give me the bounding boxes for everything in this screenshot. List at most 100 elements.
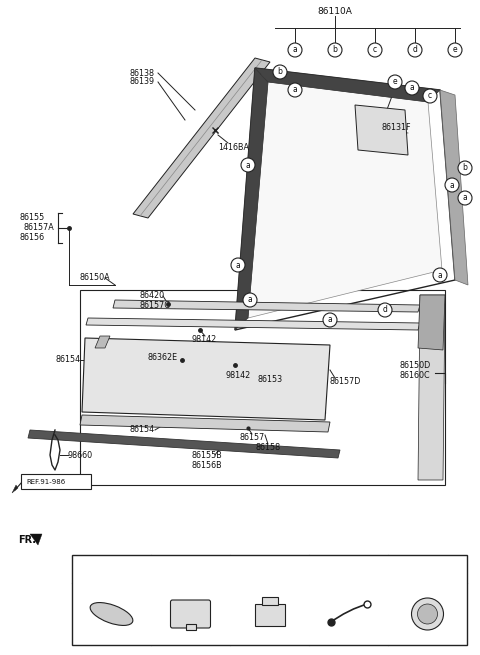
Circle shape — [156, 562, 170, 576]
Text: d: d — [413, 45, 418, 54]
Text: REF.91-986: REF.91-986 — [26, 479, 65, 485]
Polygon shape — [80, 415, 330, 432]
Text: 86362E: 86362E — [148, 354, 178, 362]
Text: 86155B: 86155B — [192, 451, 223, 460]
Bar — [185, 624, 195, 630]
Text: c: c — [373, 45, 377, 54]
Circle shape — [235, 562, 249, 576]
Text: 1416BA: 1416BA — [218, 143, 249, 153]
Bar — [80, 290, 445, 485]
Polygon shape — [248, 82, 442, 318]
FancyBboxPatch shape — [170, 600, 211, 628]
Polygon shape — [12, 485, 18, 493]
Circle shape — [323, 313, 337, 327]
Polygon shape — [95, 336, 110, 348]
Text: 86157C: 86157C — [140, 301, 171, 310]
Text: 86420: 86420 — [140, 291, 165, 301]
Bar — [72, 555, 467, 645]
Ellipse shape — [90, 603, 133, 626]
Text: FR.: FR. — [18, 535, 36, 545]
Text: a: a — [438, 271, 443, 280]
Text: a: a — [236, 261, 240, 269]
Circle shape — [458, 161, 472, 175]
Circle shape — [423, 89, 437, 103]
Polygon shape — [235, 68, 268, 330]
Text: b: b — [333, 45, 337, 54]
Circle shape — [433, 268, 447, 282]
Text: 98660: 98660 — [68, 451, 93, 460]
Text: 86156: 86156 — [20, 233, 45, 242]
Bar — [262, 597, 277, 605]
Text: 86156B: 86156B — [192, 460, 223, 470]
Text: e: e — [393, 77, 397, 86]
Polygon shape — [440, 90, 468, 285]
Polygon shape — [86, 318, 420, 330]
Text: 98142: 98142 — [225, 371, 250, 379]
Text: e: e — [453, 45, 457, 54]
Text: 86155: 86155 — [20, 214, 45, 223]
Text: e: e — [398, 565, 402, 574]
Text: 86157D: 86157D — [330, 377, 361, 386]
Text: 87864: 87864 — [173, 565, 200, 574]
Circle shape — [393, 562, 407, 576]
Bar — [254, 604, 285, 626]
Circle shape — [458, 191, 472, 205]
Circle shape — [418, 604, 437, 624]
Circle shape — [288, 83, 302, 97]
Text: 86154: 86154 — [130, 426, 155, 434]
Circle shape — [314, 562, 328, 576]
Circle shape — [241, 158, 255, 172]
Text: a: a — [463, 193, 468, 202]
FancyBboxPatch shape — [21, 474, 91, 489]
Polygon shape — [355, 105, 408, 155]
Text: 86157: 86157 — [240, 434, 265, 443]
Text: 86138: 86138 — [130, 69, 155, 77]
Text: c: c — [240, 565, 244, 574]
Text: 86115B: 86115B — [331, 565, 363, 574]
Text: 86131F: 86131F — [382, 122, 411, 132]
Text: d: d — [319, 565, 324, 574]
Text: 98142: 98142 — [192, 335, 217, 345]
Text: c: c — [428, 92, 432, 100]
Text: b: b — [277, 67, 282, 77]
Text: a: a — [293, 86, 298, 94]
Text: b: b — [161, 565, 166, 574]
Polygon shape — [113, 300, 420, 312]
Text: b: b — [463, 164, 468, 172]
Text: 86121A: 86121A — [94, 565, 126, 574]
Text: d: d — [383, 305, 387, 314]
Text: 86139: 86139 — [130, 77, 155, 86]
Text: 86150D: 86150D — [400, 360, 431, 369]
Text: a: a — [409, 83, 414, 92]
Polygon shape — [82, 338, 330, 420]
Text: 86115: 86115 — [410, 565, 436, 574]
Polygon shape — [133, 58, 270, 218]
Circle shape — [243, 293, 257, 307]
Circle shape — [408, 43, 422, 57]
Text: a: a — [450, 181, 455, 189]
Text: a: a — [328, 316, 332, 324]
Circle shape — [273, 65, 287, 79]
Circle shape — [448, 43, 462, 57]
Text: 86154: 86154 — [56, 356, 81, 364]
Text: a: a — [246, 160, 251, 170]
Circle shape — [368, 43, 382, 57]
Text: a: a — [293, 45, 298, 54]
Polygon shape — [418, 295, 445, 480]
Polygon shape — [30, 534, 42, 545]
Text: 86150A: 86150A — [80, 274, 110, 282]
Circle shape — [405, 81, 419, 95]
Circle shape — [328, 43, 342, 57]
Circle shape — [445, 178, 459, 192]
Text: a: a — [82, 565, 86, 574]
Polygon shape — [418, 295, 445, 350]
Circle shape — [388, 75, 402, 89]
Polygon shape — [255, 68, 440, 102]
Circle shape — [231, 258, 245, 272]
Text: 86153: 86153 — [258, 375, 283, 384]
Circle shape — [411, 598, 444, 630]
Text: 86160C: 86160C — [400, 371, 431, 379]
Polygon shape — [28, 430, 340, 458]
Circle shape — [378, 303, 392, 317]
Circle shape — [77, 562, 91, 576]
